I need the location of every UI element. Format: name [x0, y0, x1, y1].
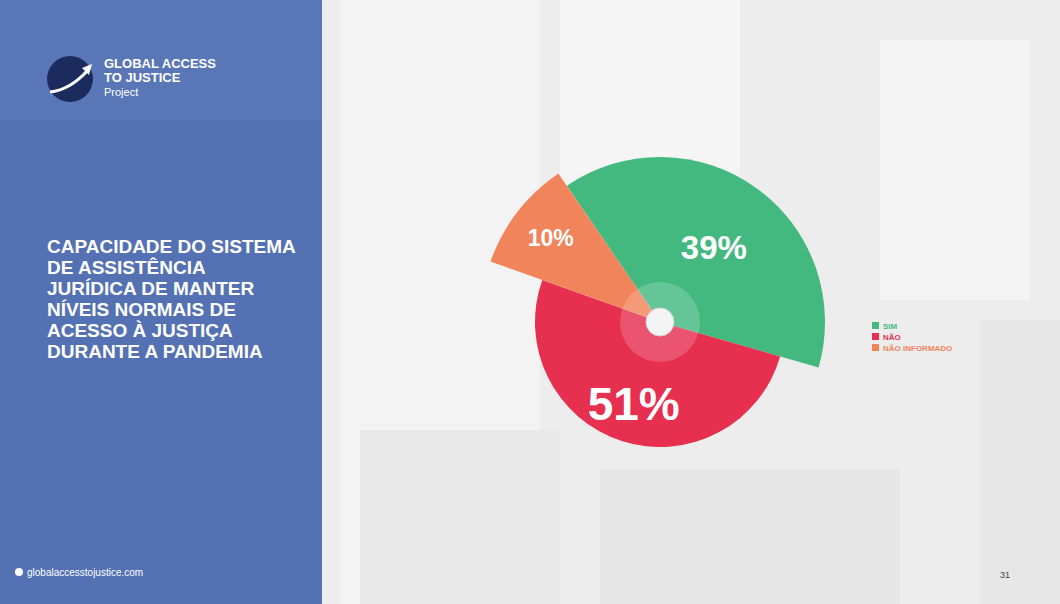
brand-name: TO JUSTICE [104, 70, 181, 85]
logo [47, 56, 93, 102]
footer-icon [15, 568, 23, 576]
chart-title: CAPACIDADE DO SISTEMADE ASSISTÊNCIAJURÍD… [47, 236, 296, 362]
data-label: 51% [588, 378, 680, 430]
legend-label: SIM [883, 322, 898, 331]
legend: SIM NÃO NÃO INFORMADO [872, 322, 952, 353]
legend-swatch [872, 344, 879, 351]
footer-url: globalaccesstojustice.com [27, 567, 143, 578]
pie: 39% 51% 10% [490, 157, 825, 447]
logo-circle [47, 56, 93, 102]
background [0, 0, 1060, 604]
page-number: 31 [1000, 570, 1010, 580]
legend-swatch [872, 322, 879, 329]
legend-label: NÃO INFORMADO [883, 344, 952, 353]
background-shape [600, 470, 900, 604]
logo-arrow [50, 70, 88, 92]
background-shape [880, 40, 1030, 300]
background-shape [980, 320, 1060, 604]
data-label: 10% [528, 225, 574, 251]
background-fill [0, 0, 1060, 604]
brand-name: GLOBAL ACCESS [104, 56, 216, 71]
pie-slice [535, 280, 780, 447]
brand-sub: Project [104, 86, 138, 98]
side-panel-fill [0, 0, 322, 604]
data-label: 39% [681, 229, 747, 266]
center-knob [646, 308, 674, 336]
legend-swatch [872, 333, 879, 340]
legend-label: NÃO [883, 333, 901, 342]
side-panel-shade [0, 0, 322, 120]
slide: GLOBAL ACCESSTO JUSTICEProject CAPACIDADE… [0, 0, 1060, 604]
center-halo [620, 282, 700, 362]
logo-arrow-head [82, 64, 92, 75]
background-shape [360, 430, 560, 604]
side-panel [0, 0, 322, 604]
